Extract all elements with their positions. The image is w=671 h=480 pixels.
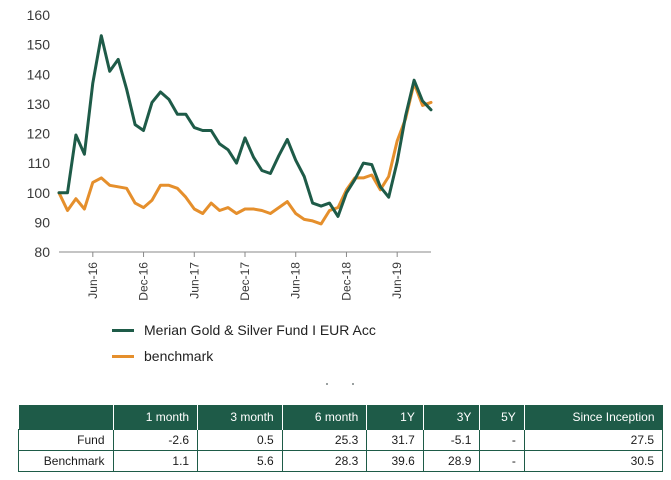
y-tick-label: 80 [34,244,50,260]
table-header-cell: Since Inception [524,405,663,430]
y-tick-label: 120 [27,126,51,142]
table-header-cell: 1 month [113,405,199,430]
x-tick-label: Jun-16 [86,262,100,299]
x-tick-label: Jun-18 [289,262,303,299]
table-cell: 25.3 [281,429,368,451]
chart-legend: Merian Gold & Silver Fund I EUR Acc benc… [112,317,376,369]
table-header-cell: 3 month [197,405,283,430]
series-lines [57,34,433,226]
y-tick-label: 130 [27,96,51,112]
table-row-label: Fund [18,429,114,451]
table-cell: - [479,450,525,472]
table-cell: -5.1 [422,429,481,451]
table-cell: 30.5 [523,450,664,472]
table-row-label: Benchmark [18,450,114,472]
table-cell: 31.7 [366,429,424,451]
decorative-dot [352,383,354,385]
legend-label-fund: Merian Gold & Silver Fund I EUR Acc [144,322,376,338]
table-cell: 28.3 [281,450,368,472]
legend-item-fund: Merian Gold & Silver Fund I EUR Acc [112,317,376,343]
table-cell: 1.1 [112,450,199,472]
x-tick-label: Dec-18 [339,262,353,301]
series-line-benchmark [57,81,433,226]
y-tick-label: 90 [34,214,50,230]
y-tick-label: 110 [28,155,51,171]
legend-item-benchmark: benchmark [112,343,376,369]
table-cell: -2.6 [112,429,199,451]
x-tick-label: Jun-17 [187,262,201,299]
y-tick-label: 150 [27,37,51,53]
table-header-cell [18,405,114,430]
table-header-cell: 5Y [479,405,525,430]
table-row-fund: Fund -2.6 0.5 25.3 31.7 -5.1 - 27.5 [18,429,664,451]
table-header-cell: 3Y [423,405,481,430]
table-header-cell: 6 month [282,405,368,430]
x-tick-label: Jun-19 [390,262,404,299]
table-cell: 39.6 [366,450,424,472]
decorative-dot [326,383,328,385]
x-axis-ticks: Jun-16 Dec-16 Jun-17 Dec-17 Jun-18 Dec-18 Jun-… [86,252,404,301]
series-line-fund [57,34,433,218]
legend-swatch-fund [112,328,134,332]
table-cell: - [479,429,525,451]
x-tick-label: Dec-16 [137,262,151,301]
table-header-cell: 1Y [366,405,424,430]
table-cell: 28.9 [422,450,481,472]
table-header-row: 1 month 3 month 6 month 1Y 3Y 5Y Since I… [18,405,663,430]
y-tick-label: 160 [27,7,51,23]
table-cell: 5.6 [197,450,283,472]
y-axis-tick-labels: 80 90 100 110 120 130 140 150 160 [27,7,51,260]
table-cell: 27.5 [523,429,664,451]
performance-table: 1 month 3 month 6 month 1Y 3Y 5Y Since I… [18,405,664,472]
y-tick-label: 140 [27,66,51,82]
y-tick-label: 100 [27,185,51,201]
legend-label-benchmark: benchmark [144,348,214,364]
table-cell: 0.5 [197,429,283,451]
legend-swatch-benchmark [112,354,134,358]
x-tick-label: Dec-17 [238,262,252,301]
table-row-benchmark: Benchmark 1.1 5.6 28.3 39.6 28.9 - 30.5 [18,450,664,472]
